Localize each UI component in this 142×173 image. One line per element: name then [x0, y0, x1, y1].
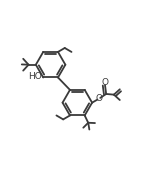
Text: HO: HO [29, 72, 42, 81]
Text: O: O [101, 79, 108, 88]
Text: O: O [96, 94, 103, 103]
